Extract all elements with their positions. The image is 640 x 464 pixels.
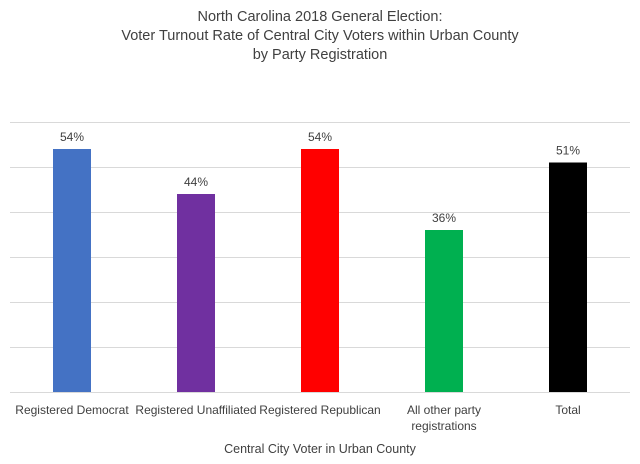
chart-title-line-3: by Party Registration [252,47,388,63]
category-tick-label: Registered Democrat [15,403,129,417]
category-tick-label: registrations [411,419,476,433]
data-label: 36% [432,211,456,225]
bar [301,149,339,392]
category-tick-label: Total [555,403,580,417]
category-tick-label: All other party [407,403,481,417]
data-label: 54% [308,130,332,144]
chart-title-line-1: North Carolina 2018 General Election: [197,9,443,25]
category-tick-label: Registered Unaffiliated [135,403,256,417]
x-axis-label: Central City Voter in Urban County [224,442,416,456]
data-label: 44% [184,175,208,189]
bar [53,149,91,392]
category-tick-label: Registered Republican [259,403,380,417]
data-label: 54% [60,130,84,144]
bar [177,194,215,392]
data-label: 51% [556,144,580,158]
bar [425,230,463,392]
bar [549,162,587,392]
chart-title-line-2: Voter Turnout Rate of Central City Voter… [121,28,519,44]
